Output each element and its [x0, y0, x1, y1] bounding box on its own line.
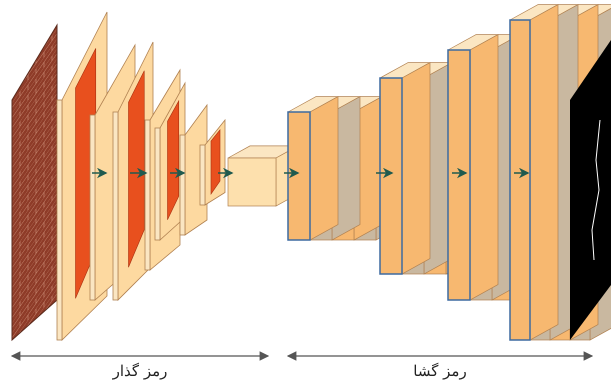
layer-front [288, 112, 310, 240]
decoder-label: رمز گشا [413, 362, 466, 380]
layer-edge [155, 128, 160, 240]
layer-front [228, 158, 276, 206]
network-layers [57, 5, 611, 340]
layer-edge [180, 135, 185, 235]
layer-edge [145, 120, 150, 270]
input-image [12, 25, 57, 340]
layer-side [470, 35, 498, 300]
layer-front [448, 50, 470, 300]
layer-edge [200, 145, 205, 205]
layer-side [402, 63, 430, 274]
architecture-diagram: رمز گذار رمز گشا [0, 0, 611, 385]
encoder-label: رمز گذار [112, 362, 168, 380]
layer-edge [113, 112, 118, 300]
layer-edge [57, 100, 62, 340]
layer-front [380, 78, 402, 274]
layer-edge [90, 115, 95, 300]
layer-side [310, 97, 338, 240]
layer-front [510, 20, 530, 340]
layer-side [530, 5, 558, 340]
